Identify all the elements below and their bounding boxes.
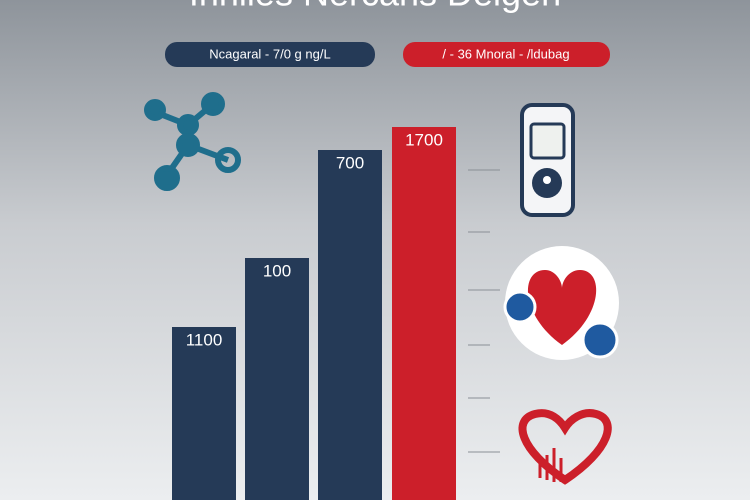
bar-group: 1100 100 700 1700 [172, 127, 456, 500]
device-icon [520, 103, 575, 217]
legend-label: / - 36 Mnoral - /ldubag [442, 46, 569, 61]
bar [392, 127, 456, 500]
side-ticks [468, 169, 500, 453]
bar-label: 1100 [186, 330, 223, 349]
legend-pill [403, 42, 610, 67]
bar [172, 327, 236, 500]
legend-pill [165, 42, 375, 67]
heart-circle-icon [503, 246, 619, 360]
title: Inhlies Nercans Deigen [189, 0, 561, 14]
bar-label: 1700 [405, 130, 443, 149]
bar-label: 100 [263, 261, 291, 280]
heart-outline-icon [518, 409, 612, 485]
molecule-icon [144, 92, 241, 191]
bar-label: 700 [336, 153, 364, 172]
bar [245, 258, 309, 500]
legend-label: Ncagaral - 7/0 g ng/L [209, 46, 330, 61]
bar [318, 150, 382, 500]
